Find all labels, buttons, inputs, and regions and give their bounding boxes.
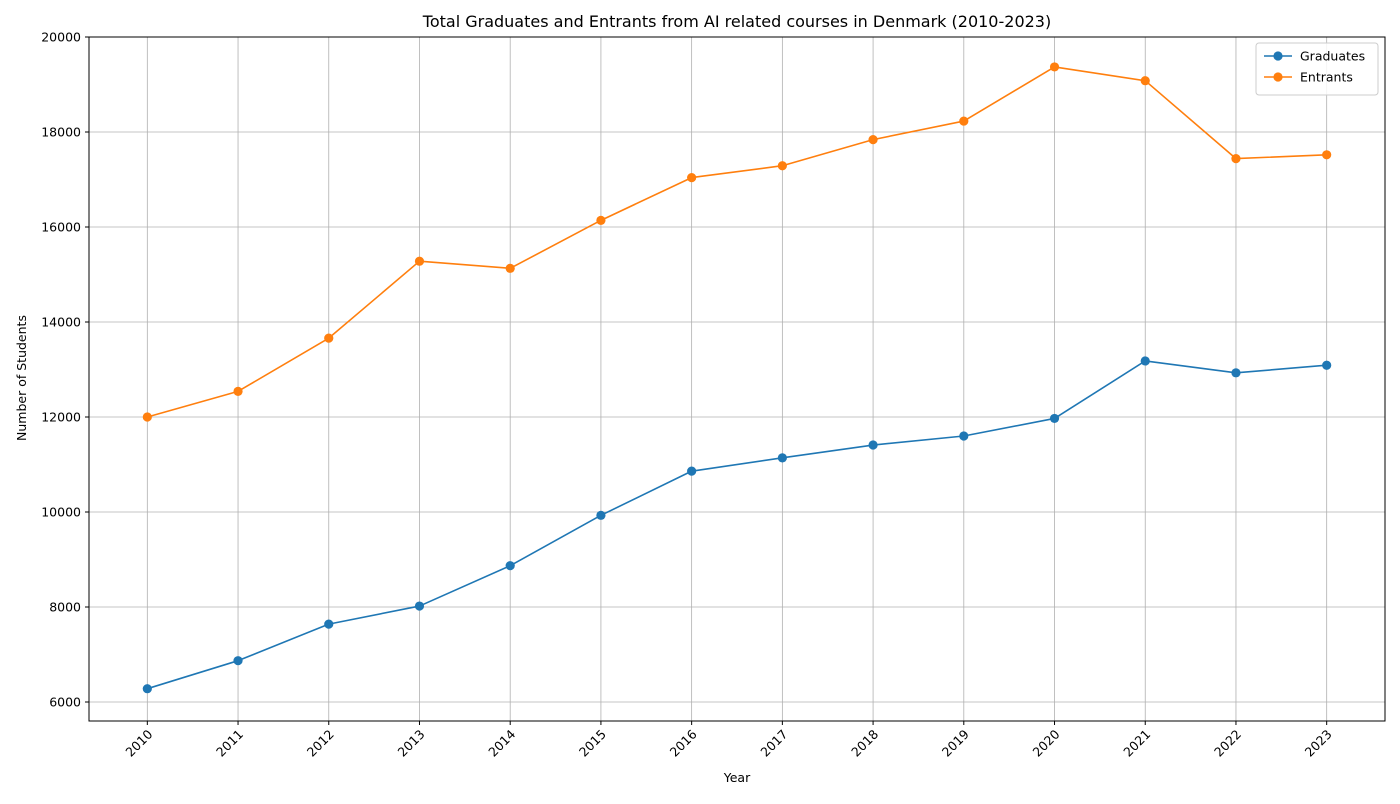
chart-title: Total Graduates and Entrants from AI rel… bbox=[422, 12, 1051, 31]
legend-label-graduates: Graduates bbox=[1300, 49, 1365, 64]
x-tick-label: 2020 bbox=[1030, 726, 1063, 759]
x-tick-label: 2014 bbox=[485, 726, 518, 759]
series-graduates bbox=[142, 356, 1332, 694]
data-point-graduates bbox=[414, 601, 425, 611]
data-point-graduates bbox=[142, 684, 152, 694]
y-tick-label: 20000 bbox=[41, 30, 81, 45]
series-line-entrants bbox=[147, 66, 1327, 418]
data-point-entrants bbox=[324, 333, 334, 343]
y-axis-label: Number of Students bbox=[14, 315, 29, 441]
y-tick-label: 18000 bbox=[41, 125, 81, 140]
data-point-graduates bbox=[777, 453, 787, 463]
x-tick-label: 2012 bbox=[304, 727, 337, 760]
data-point-entrants bbox=[1322, 150, 1332, 160]
data-point-graduates bbox=[1049, 413, 1060, 424]
y-tick-label: 14000 bbox=[41, 315, 81, 330]
x-tick-label: 2015 bbox=[576, 727, 609, 760]
series-entrants bbox=[142, 62, 1332, 422]
x-tick-label: 2018 bbox=[848, 726, 881, 759]
data-point-entrants bbox=[687, 173, 697, 183]
data-point-graduates bbox=[1322, 360, 1332, 370]
legend-marker-entrants bbox=[1273, 72, 1283, 82]
y-tick-label: 16000 bbox=[41, 220, 81, 235]
x-tick-label: 2017 bbox=[757, 727, 790, 760]
data-point-graduates bbox=[233, 656, 243, 666]
data-point-graduates bbox=[1231, 368, 1241, 378]
y-tick-label: 6000 bbox=[49, 695, 81, 710]
x-tick-label: 2021 bbox=[1120, 727, 1153, 760]
data-point-entrants bbox=[777, 161, 787, 171]
data-point-entrants bbox=[959, 116, 969, 126]
legend-item-graduates: Graduates bbox=[1264, 49, 1365, 64]
data-point-graduates bbox=[868, 440, 878, 450]
plot-frame bbox=[88, 36, 1386, 722]
data-point-graduates bbox=[505, 561, 515, 571]
data-point-entrants bbox=[505, 263, 515, 273]
data-point-graduates bbox=[687, 466, 697, 476]
data-point-graduates bbox=[959, 431, 969, 441]
legend: Graduates Entrants bbox=[1255, 42, 1379, 96]
data-point-entrants bbox=[142, 412, 152, 422]
data-point-entrants bbox=[1231, 154, 1241, 164]
data-point-graduates bbox=[1140, 356, 1150, 366]
data-point-entrants bbox=[233, 386, 243, 396]
y-tick-label: 10000 bbox=[41, 505, 81, 520]
x-tick-label: 2019 bbox=[939, 726, 972, 759]
legend-label-entrants: Entrants bbox=[1300, 70, 1353, 85]
series-layer bbox=[142, 62, 1332, 694]
legend-marker-graduates bbox=[1273, 51, 1283, 61]
axes: 2010 2011 2012 2013 2014 2015 2016 2017 2018 2019… bbox=[41, 30, 1386, 760]
y-tick-label: 8000 bbox=[49, 600, 81, 615]
y-tick-label: 12000 bbox=[41, 410, 81, 425]
legend-item-entrants: Entrants bbox=[1264, 70, 1353, 85]
grid bbox=[89, 36, 1385, 721]
x-tick-label: 2016 bbox=[667, 726, 700, 759]
data-point-entrants bbox=[868, 135, 878, 145]
x-tick-label: 2011 bbox=[213, 727, 246, 760]
x-tick-label: 2013 bbox=[394, 727, 427, 760]
data-point-graduates bbox=[596, 510, 606, 520]
x-tick-label: 2010 bbox=[122, 726, 155, 759]
x-axis-label: Year bbox=[723, 770, 751, 785]
data-point-graduates bbox=[324, 619, 334, 629]
series-line-graduates bbox=[147, 360, 1327, 690]
x-tick-label: 2022 bbox=[1211, 727, 1244, 760]
data-point-entrants bbox=[1140, 76, 1150, 86]
data-point-entrants bbox=[596, 215, 606, 225]
x-tick-label: 2023 bbox=[1302, 727, 1335, 760]
data-point-entrants bbox=[414, 256, 425, 266]
data-point-entrants bbox=[1049, 62, 1060, 72]
